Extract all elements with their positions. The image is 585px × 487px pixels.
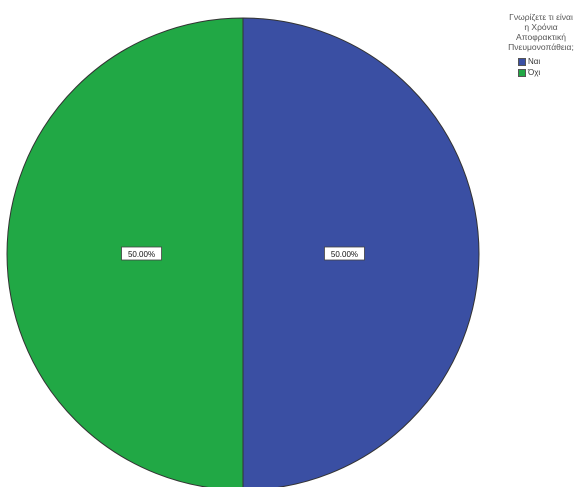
data-label-box — [324, 246, 365, 261]
pie-slices — [6, 17, 480, 487]
legend-title-line: Γνωρίζετε τι είναι — [509, 12, 573, 22]
data-label-0: 50.00% — [324, 246, 365, 261]
legend-items: Ναι Όχι — [498, 56, 584, 78]
pie-data-labels: 50.00% 50.00% — [121, 246, 365, 261]
legend-title: Γνωρίζετε τι είναι η Χρόνια Αποφρακτική … — [498, 12, 584, 52]
legend: Γνωρίζετε τι είναι η Χρόνια Αποφρακτική … — [498, 12, 584, 78]
legend-item-no: Όχι — [518, 67, 584, 78]
data-label-text: 50.00% — [331, 250, 358, 259]
legend-swatch-no — [518, 68, 526, 77]
legend-swatch-yes — [518, 57, 526, 66]
legend-title-line: Αποφρακτική — [516, 32, 566, 42]
data-label-text: 50.00% — [128, 250, 155, 259]
legend-label-no: Όχι — [528, 67, 541, 77]
legend-title-line: η Χρόνια — [524, 22, 558, 32]
data-label-1: 50.00% — [121, 246, 162, 261]
legend-item-yes: Ναι — [518, 56, 584, 67]
data-label-box — [121, 246, 162, 261]
legend-title-line: Πνευμονοπάθεια; — [508, 42, 574, 52]
legend-label-yes: Ναι — [528, 56, 541, 66]
